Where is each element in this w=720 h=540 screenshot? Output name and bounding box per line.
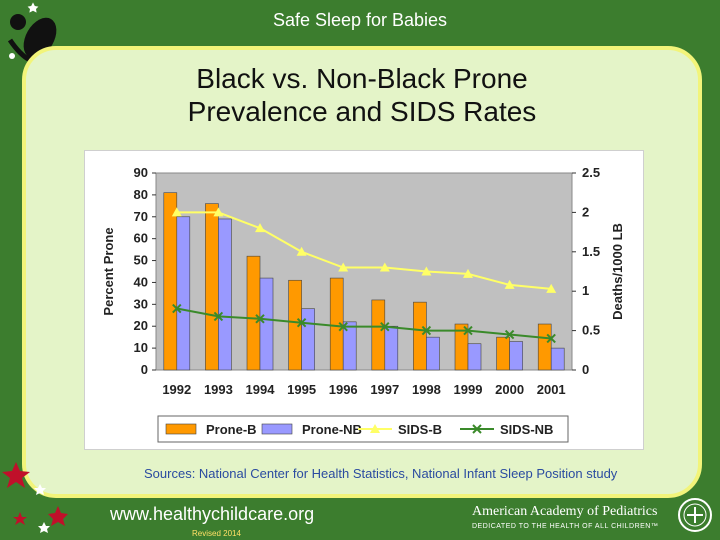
legend-marker-sids-b <box>370 424 380 433</box>
legend-label-prone-nb: Prone-NB <box>302 422 362 437</box>
bar-prone-b <box>371 299 386 371</box>
point-sids-b <box>338 262 349 272</box>
point-sids-b <box>463 268 473 278</box>
point-sids-nb <box>380 321 390 332</box>
point-sids-b <box>213 207 224 217</box>
x-tick-label: 1995 <box>287 382 316 397</box>
bar-prone-nb <box>509 341 523 371</box>
point-sids-b <box>296 246 307 256</box>
y2-tick-label: 2 <box>582 204 589 219</box>
point-sids-b <box>255 223 265 233</box>
header-title: Safe Sleep for Babies <box>272 10 448 30</box>
point-sids-nb <box>296 318 307 328</box>
x-tick-label: 2001 <box>537 382 566 397</box>
aap-seal-icon <box>678 498 712 532</box>
bar-prone-b <box>413 301 427 371</box>
line-sids-nb <box>176 307 552 340</box>
y2-tick-label: 0 <box>582 362 589 377</box>
bar-prone-b <box>496 336 510 371</box>
point-sids-b <box>379 262 390 272</box>
bar-prone-b <box>246 255 261 371</box>
line-sids-b <box>176 211 552 290</box>
x-tick-label: 1992 <box>162 382 191 397</box>
point-sids-nb <box>546 333 556 344</box>
decorative-stars-icon <box>2 462 68 533</box>
website-link[interactable]: www.healthychildcare.org <box>110 504 315 524</box>
x-tick-label: 1999 <box>454 382 483 397</box>
y-tick-label: 80 <box>134 187 148 202</box>
x-tick-label: 1998 <box>412 382 441 397</box>
bar-prone-b <box>537 323 552 371</box>
prone-sids-chart: 0 10 20 30 40 50 60 70 80 90 0 0.5 1 1.5 2 2.5 Percent P… <box>101 165 625 443</box>
y2-tick-label: 1.5 <box>582 244 600 259</box>
y2-axis-label: Deaths/1000 LB <box>610 223 625 320</box>
bar-prone-nb <box>550 347 565 371</box>
y-tick-label: 0 <box>141 362 148 377</box>
sources-note: Sources: National Center for Health Stat… <box>144 466 618 481</box>
bar-prone-nb <box>384 325 399 371</box>
aap-name: American Academy of Pediatrics <box>472 504 658 519</box>
x-tick-label: 1996 <box>329 382 358 397</box>
x-tick-label: 2000 <box>495 382 524 397</box>
point-sids-nb <box>421 325 432 336</box>
bar-prone-b <box>205 203 219 371</box>
bar-prone-nb <box>259 277 274 371</box>
point-sids-nb <box>338 321 348 332</box>
point-sids-nb <box>213 311 224 322</box>
y2-tick-label: 1 <box>582 283 589 298</box>
point-sids-b <box>171 207 182 217</box>
legend-label-sids-b: SIDS-B <box>398 422 442 437</box>
slide-title: Black vs. Non-Black Prone Prevalence and… <box>22 62 702 128</box>
bar-prone-nb <box>218 218 232 371</box>
legend-label-sids-nb: SIDS-NB <box>500 422 553 437</box>
y-axis-label: Percent Prone <box>101 227 116 315</box>
legend-label-prone-b: Prone-B <box>206 422 257 437</box>
point-sids-nb <box>504 329 515 340</box>
legend-swatch-prone-nb <box>261 423 293 435</box>
y-tick-label: 40 <box>134 274 148 289</box>
bar-prone-b <box>163 192 178 371</box>
x-tick-label: 1997 <box>370 382 399 397</box>
y-tick-label: 60 <box>134 231 148 246</box>
y-tick-label: 70 <box>134 209 148 224</box>
bar-prone-nb <box>301 308 315 371</box>
slide-title-line-2: Prevalence and SIDS Rates <box>187 96 537 127</box>
x-tick-label: 1994 <box>246 382 276 397</box>
aap-tagline: DEDICATED TO THE HEALTH OF ALL CHILDREN™ <box>472 523 659 530</box>
y2-tick-label: 0.5 <box>582 323 600 338</box>
legend-marker-sids-nb <box>472 424 482 434</box>
point-sids-nb <box>463 325 473 336</box>
point-sids-nb <box>255 314 265 324</box>
x-tick-label: 1993 <box>204 382 233 397</box>
revised-date: Revised 2014 <box>192 529 241 538</box>
y-tick-label: 50 <box>134 253 148 268</box>
y-tick-label: 10 <box>134 340 148 355</box>
point-sids-b <box>504 279 515 289</box>
point-sids-b <box>546 283 557 293</box>
bar-prone-nb <box>426 336 440 371</box>
y2-tick-label: 2.5 <box>582 165 600 180</box>
bar-prone-nb <box>176 216 191 371</box>
bar-prone-nb <box>467 343 482 371</box>
bar-prone-nb <box>342 321 357 371</box>
slide-title-line-1: Black vs. Non-Black Prone <box>196 63 528 94</box>
point-sids-b <box>421 266 432 276</box>
y-tick-label: 90 <box>134 165 148 180</box>
point-sids-nb <box>172 303 182 314</box>
legend-swatch-prone-b <box>165 423 197 435</box>
y-tick-label: 20 <box>134 318 148 333</box>
y-tick-label: 30 <box>134 296 148 311</box>
